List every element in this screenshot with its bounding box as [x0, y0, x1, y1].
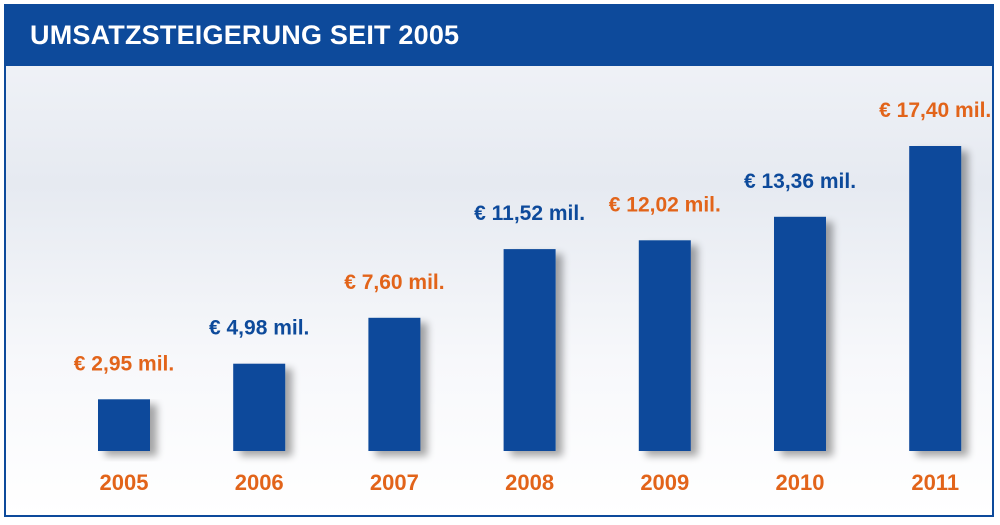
bars-group	[98, 146, 962, 451]
bar-2007	[368, 317, 421, 451]
x-tick-2011: 2011	[911, 470, 959, 495]
x-tick-2006: 2006	[235, 470, 284, 495]
x-tick-2009: 2009	[640, 470, 689, 495]
value-label-2007: € 7,60 mil.	[344, 271, 444, 294]
value-labels-group: € 2,95 mil. € 4,98 mil. € 7,60 mil. € 11,52…	[74, 99, 991, 375]
x-tick-2007: 2007	[370, 470, 419, 495]
value-label-2009: € 12,02 mil.	[609, 193, 721, 216]
chart-header: UMSATZSTEIGERUNG SEIT 2005	[6, 6, 992, 66]
x-tick-2010: 2010	[776, 470, 825, 495]
x-tick-2008: 2008	[505, 470, 554, 495]
bar-2010	[774, 216, 826, 451]
bar-2008	[503, 249, 556, 451]
bar-2011	[909, 146, 962, 451]
bar-2009	[638, 240, 691, 451]
bar-2006	[233, 363, 286, 451]
value-label-2006: € 4,98 mil.	[209, 317, 309, 340]
value-label-2005: € 2,95 mil.	[74, 352, 174, 375]
value-label-2010: € 13,36 mil.	[744, 170, 856, 193]
bar-2005	[98, 399, 150, 451]
chart-title: UMSATZSTEIGERUNG SEIT 2005	[30, 20, 460, 50]
chart-frame: UMSATZSTEIGERUNG SEIT 2005	[4, 4, 994, 517]
x-tick-2005: 2005	[100, 470, 149, 495]
value-label-2011: € 17,40 mil.	[879, 99, 991, 122]
x-tick-labels-group: 2005 2006 2007 2008 2009 2010 2011	[100, 470, 960, 495]
value-label-2008: € 11,52 mil.	[474, 202, 585, 225]
